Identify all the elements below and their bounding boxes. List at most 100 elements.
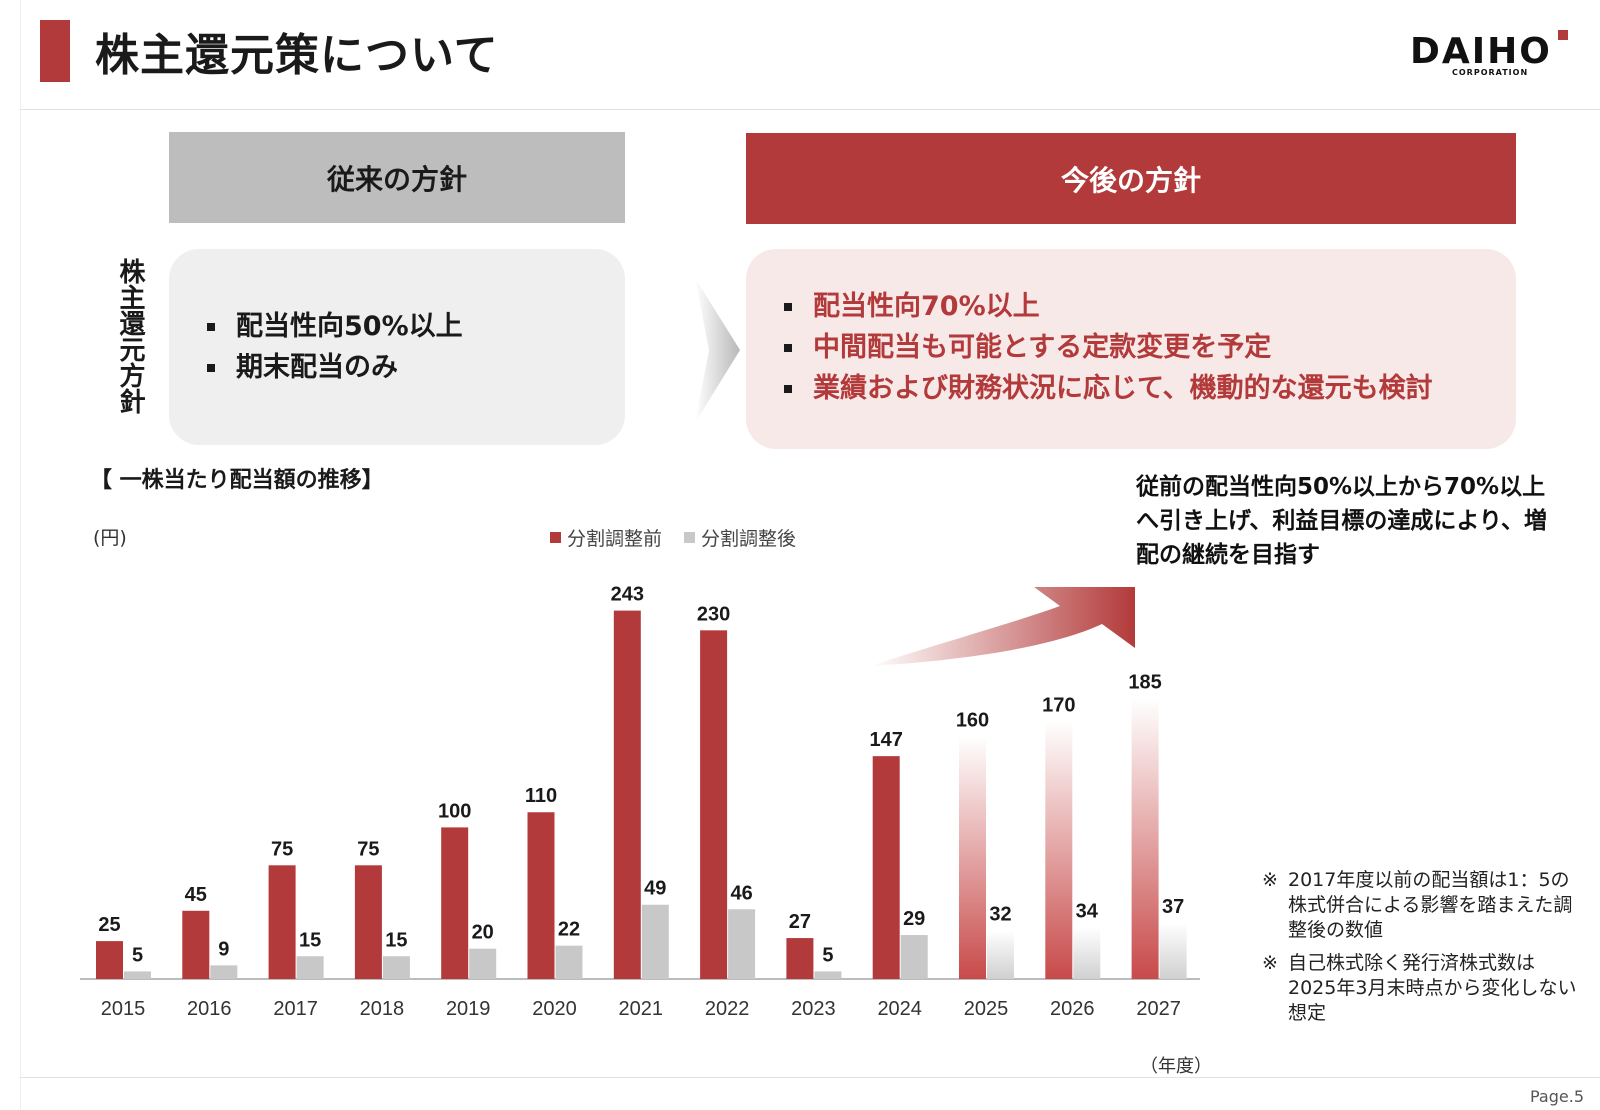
x-axis-unit: （年度） — [1140, 1056, 1212, 1077]
x-tick-label: 2025 — [964, 998, 1009, 1020]
x-tick-label: 2016 — [187, 998, 232, 1020]
footnotes: ※ 2017年度以前の配当額は1：5の株式併合による影響を踏まえた調整後の数値 … — [1262, 868, 1582, 1034]
y-axis-unit: (円) — [93, 527, 127, 549]
logo-text: DAIHO — [1410, 31, 1552, 72]
note-mark: ※ — [1262, 952, 1278, 974]
x-tick-label: 2022 — [705, 998, 750, 1020]
data-label: 147 — [870, 729, 903, 751]
bar-2024-after — [900, 935, 928, 979]
old-policy-item: 期末配当のみ — [188, 347, 463, 388]
policy-side-label: 株主還元方針 — [115, 258, 145, 414]
logo-mark — [1558, 30, 1568, 40]
old-policy-list: 配当性向50%以上 期末配当のみ — [188, 306, 463, 388]
new-policy-item: 中間配当も可能とする定款変更を予定 — [765, 327, 1433, 368]
data-label: 22 — [558, 919, 580, 941]
data-label: 100 — [438, 800, 471, 822]
x-tick-label: 2019 — [446, 998, 491, 1020]
data-label: 49 — [644, 878, 666, 900]
data-label: 75 — [271, 838, 293, 860]
page-number: Page.5 — [1530, 1087, 1584, 1106]
legend-label: 分割調整前 — [567, 527, 663, 550]
legend-swatch-gray — [684, 531, 696, 543]
bar-2022-before — [700, 630, 728, 979]
growth-arrow-icon — [870, 587, 1135, 666]
note-mark: ※ — [1262, 869, 1278, 891]
x-tick-label: 2023 — [791, 998, 836, 1020]
bar-2027-after — [1159, 922, 1187, 979]
data-label: 160 — [956, 709, 989, 731]
data-label: 32 — [989, 903, 1011, 925]
data-label: 5 — [132, 944, 143, 966]
x-tick-label: 2018 — [360, 998, 405, 1020]
x-tick-label: 2015 — [101, 998, 146, 1020]
legend-swatch-red — [550, 531, 561, 543]
old-policy-item: 配当性向50%以上 — [188, 306, 463, 347]
legend-item-after: 分割調整後 — [684, 524, 796, 551]
new-policy-header: 今後の方針 — [746, 133, 1516, 224]
x-tick-label: 2021 — [619, 998, 664, 1020]
bar-2017-before — [268, 865, 296, 979]
header-divider — [20, 109, 1600, 110]
new-policy-list: 配当性向70%以上 中間配当も可能とする定款変更を予定 業績および財務状況に応じ… — [765, 286, 1433, 409]
data-label: 170 — [1042, 694, 1075, 716]
data-label: 20 — [472, 922, 494, 944]
bar-2015-after — [124, 971, 151, 979]
data-label: 15 — [299, 929, 321, 951]
company-logo: DAIHO CORPORATION — [1410, 30, 1580, 80]
dividend-bar-chart: 25 5 2015 45 9 2016 75 15 2017 75 15 2018 100 20 2019 1… — [80, 584, 1200, 1020]
bar-2027-before — [1131, 698, 1159, 979]
note-text: 自己株式除く発行済株式数は2025年3月末時点から変化しない想定 — [1288, 952, 1577, 1024]
bar-2015-before — [96, 941, 123, 979]
chart-title: 【 一株当たり配当額の推移】 — [90, 468, 384, 493]
bar-2026-before — [1045, 721, 1073, 979]
data-label: 25 — [98, 914, 120, 936]
bar-2020-before — [527, 812, 555, 979]
bar-2020-after — [555, 945, 583, 979]
bar-2025-before — [959, 736, 986, 979]
bar-2022-after — [728, 909, 756, 979]
x-tick-label: 2026 — [1050, 998, 1095, 1020]
x-tick-label: 2017 — [273, 998, 318, 1020]
bar-2023-before — [786, 938, 814, 979]
bar-2023-after — [814, 971, 842, 979]
footnote: ※ 2017年度以前の配当額は1：5の株式併合による影響を踏まえた調整後の数値 — [1262, 868, 1582, 943]
footer-divider — [20, 1077, 1600, 1078]
data-label: 243 — [611, 584, 644, 606]
bar-2018-after — [382, 956, 410, 979]
data-label: 230 — [697, 603, 730, 625]
bar-2016-before — [182, 910, 210, 979]
bar-2016-after — [210, 965, 238, 979]
new-policy-item: 配当性向70%以上 — [765, 286, 1433, 327]
data-label: 27 — [789, 911, 811, 933]
bar-2018-before — [354, 865, 382, 979]
data-label: 45 — [185, 884, 207, 906]
x-tick-label: 2027 — [1136, 998, 1181, 1020]
x-tick-label: 2024 — [877, 998, 922, 1020]
data-label: 75 — [357, 838, 379, 860]
callout-text: 従前の配当性向50%以上から70%以上へ引き上げ、利益目標の達成により、増配の継… — [1136, 474, 1548, 568]
page-title: 株主還元策について — [95, 30, 499, 81]
bar-2025-after — [987, 930, 1014, 979]
data-label: 110 — [525, 785, 557, 807]
data-label: 185 — [1128, 672, 1161, 694]
data-label: 15 — [385, 929, 407, 951]
chevron-right-icon — [695, 278, 740, 423]
new-policy-item: 業績および財務状況に応じて、機動的な還元も検討 — [765, 368, 1433, 409]
note-text: 2017年度以前の配当額は1：5の株式併合による影響を踏まえた調整後の数値 — [1288, 869, 1573, 941]
chart-legend: 分割調整前 分割調整後 — [550, 524, 796, 550]
data-label: 5 — [822, 944, 833, 966]
old-policy-box: 配当性向50%以上 期末配当のみ — [169, 249, 625, 445]
bar-2026-after — [1073, 927, 1101, 979]
bar-2019-before — [441, 827, 469, 979]
footnote: ※ 自己株式除く発行済株式数は2025年3月末時点から変化しない想定 — [1262, 951, 1582, 1026]
data-label: 37 — [1162, 896, 1184, 918]
left-divider — [20, 0, 21, 1110]
title-accent-bar — [40, 20, 70, 82]
data-label: 34 — [1076, 900, 1099, 922]
bar-2021-after — [641, 904, 669, 979]
bar-2017-after — [296, 956, 324, 979]
bar-2024-before — [872, 756, 900, 979]
data-label: 46 — [730, 882, 752, 904]
logo-subtext: CORPORATION — [1452, 68, 1529, 77]
legend-label: 分割調整後 — [701, 527, 797, 550]
